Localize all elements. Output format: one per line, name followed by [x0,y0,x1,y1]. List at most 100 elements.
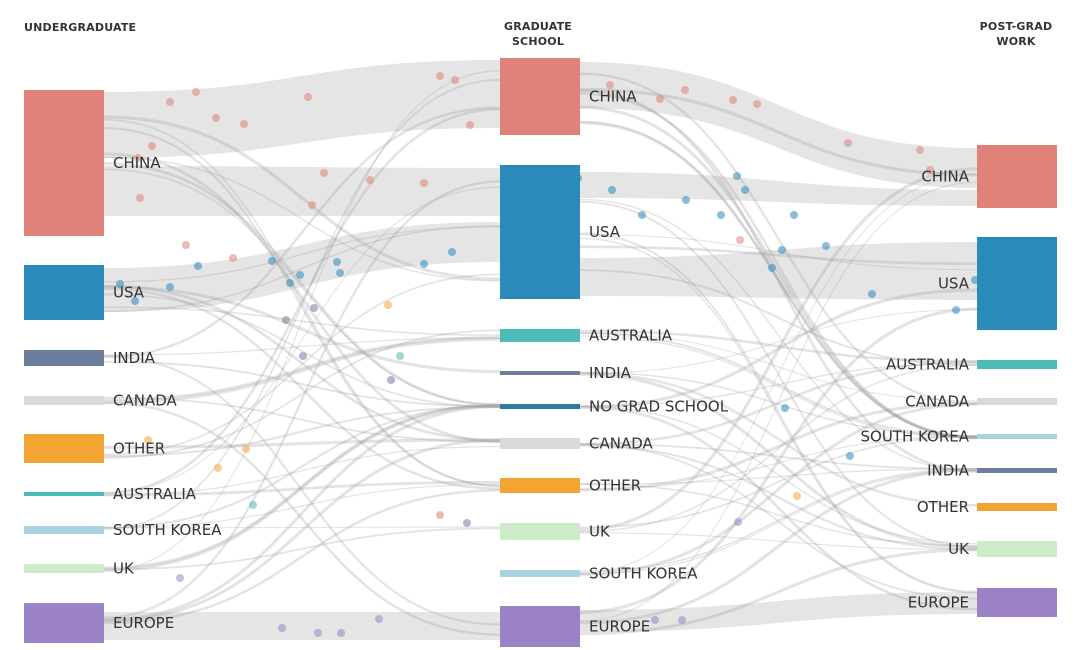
node-undergraduate-china[interactable] [24,90,104,236]
flow-particle [717,211,725,219]
thin-flow-line [579,72,978,406]
flow-particle [214,464,222,472]
flow-particle [148,142,156,150]
node-graduate-other[interactable] [500,478,580,493]
flow-particle [268,257,276,265]
node-undergraduate-usa[interactable] [24,265,104,320]
node-graduate-no-grad-school[interactable] [500,404,580,409]
flow-particle [278,624,286,632]
thin-flow-line [579,443,978,470]
thin-flow-line [103,115,501,281]
thin-flow-line [579,532,978,551]
column-title-line-2: WORK [996,35,1036,48]
flow-particle [116,280,124,288]
thin-flow-line [579,198,978,472]
node-undergraduate-uk[interactable] [24,564,104,573]
thin-flow-line [579,405,978,611]
thin-flow-line [103,70,501,572]
thin-flow-line [579,92,978,440]
thin-flow-line [579,443,978,600]
flow-particle [952,306,960,314]
label-graduate-china: CHINA [589,88,637,106]
node-graduate-uk[interactable] [500,523,580,540]
thin-flow-line [579,245,978,265]
thin-flow-line [103,287,501,490]
thin-flow-line [103,337,501,404]
flow-particle [366,176,374,184]
node-graduate-india[interactable] [500,371,580,375]
node-undergraduate-south-korea[interactable] [24,526,104,534]
flow-particle [916,146,924,154]
thin-flow-line [103,79,501,531]
flow-particle [229,254,237,262]
label-undergraduate-usa: USA [113,284,145,302]
thin-flow-layer [103,70,978,636]
node-graduate-usa[interactable] [500,165,580,299]
flow-particle [308,201,316,209]
flow-particle [333,258,341,266]
thin-flow-line [579,87,978,177]
column-header-post-grad-work: POST-GRAD WORK [964,19,1068,49]
thin-flow-line [103,438,501,449]
thin-flow-line [579,362,978,407]
thin-flow-line [103,225,501,312]
label-undergraduate-europe: EUROPE [113,614,174,632]
node-graduate-canada[interactable] [500,438,580,449]
flow-band-usa-to-usa [580,242,977,300]
node-postgrad-usa[interactable] [977,237,1057,330]
thin-flow-line [103,337,501,356]
node-undergraduate-india[interactable] [24,350,104,366]
thin-flow-line [103,526,501,529]
thin-flow-line [103,360,501,408]
thin-flow-line [103,156,501,282]
node-postgrad-china[interactable] [977,145,1057,208]
thin-flow-line [103,354,501,626]
flow-particle [336,269,344,277]
node-layer [24,58,1057,647]
column-title-line-1: GRADUATE [503,20,572,33]
node-postgrad-india[interactable] [977,468,1057,473]
node-undergraduate-australia[interactable] [24,492,104,496]
label-graduate-no-grad-school: NO GRAD SCHOOL [589,398,729,416]
node-undergraduate-other[interactable] [24,434,104,463]
node-graduate-china[interactable] [500,58,580,135]
node-postgrad-canada[interactable] [977,398,1057,405]
flow-band-usa-to-china [580,172,977,206]
flow-particle [733,172,741,180]
label-postgrad-india: INDIA [927,462,970,480]
node-undergraduate-europe[interactable] [24,603,104,643]
thin-flow-line [579,232,978,593]
flow-particle [299,352,307,360]
flow-particle [384,301,392,309]
node-postgrad-australia[interactable] [977,360,1057,369]
thin-flow-line [103,152,501,443]
thin-flow-line [579,332,978,438]
flow-particle [182,241,190,249]
thin-flow-line [579,435,978,490]
label-graduate-usa: USA [589,223,621,241]
thin-flow-line [579,173,978,574]
node-postgrad-europe[interactable] [977,588,1057,617]
flow-band-china-to-china [580,62,977,188]
node-graduate-australia[interactable] [500,329,580,342]
node-graduate-europe[interactable] [500,606,580,647]
node-postgrad-uk[interactable] [977,541,1057,557]
column-title-line-1: POST-GRAD [979,20,1053,33]
label-graduate-canada: CANADA [589,435,654,453]
thin-flow-line [579,468,978,625]
flow-particle [778,246,786,254]
flow-particle [926,166,934,174]
thin-flow-line [103,273,501,456]
node-postgrad-other[interactable] [977,503,1057,511]
node-postgrad-south-korea[interactable] [977,434,1057,439]
flow-particle [868,290,876,298]
thin-flow-line [579,405,978,545]
flow-particle [436,511,444,519]
node-graduate-south-korea[interactable] [500,570,580,577]
flow-particle [736,236,744,244]
thin-flow-line [103,403,501,570]
flow-particle [448,248,456,256]
node-undergraduate-canada[interactable] [24,396,104,405]
label-postgrad-canada: CANADA [905,393,970,411]
label-graduate-uk: UK [589,523,611,541]
